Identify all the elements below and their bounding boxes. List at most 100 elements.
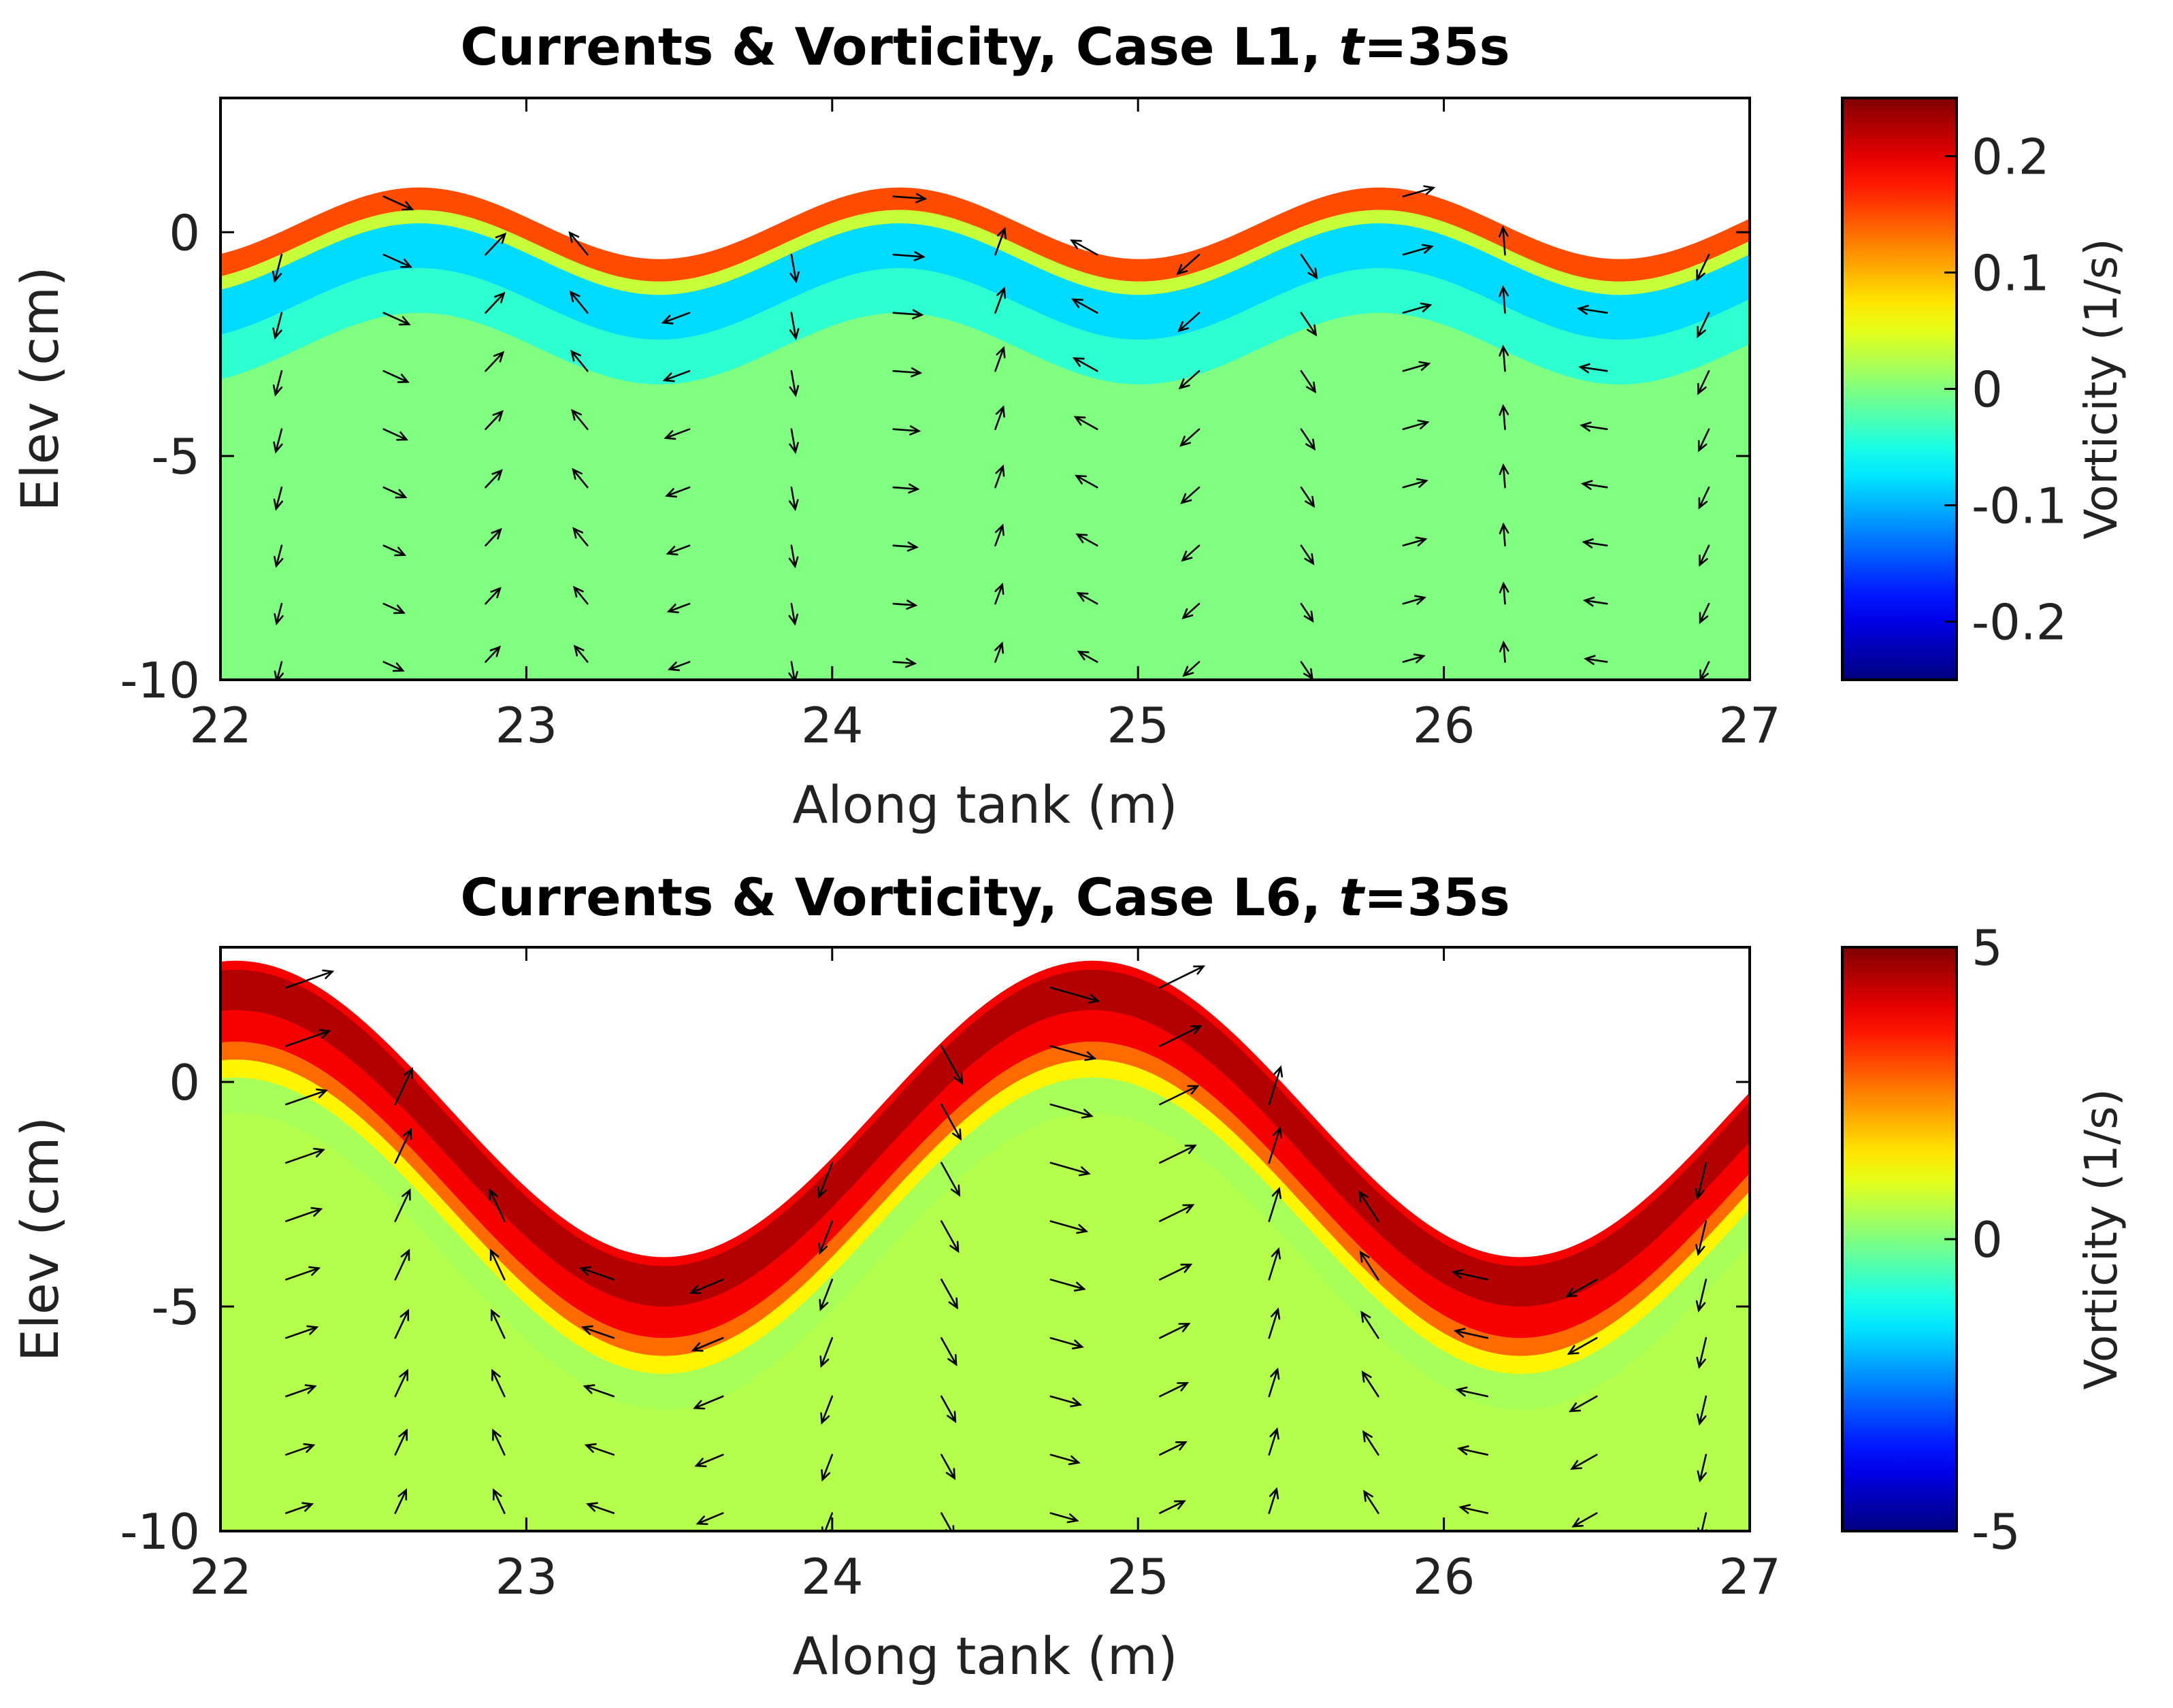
y-tick-label: 0 — [169, 204, 200, 261]
current-arrowhead — [396, 431, 409, 441]
current-arrow — [790, 544, 796, 568]
current-arrow — [382, 369, 409, 383]
current-arrow — [941, 1045, 963, 1084]
current-arrow — [382, 428, 408, 441]
current-arrow — [1701, 1512, 1708, 1531]
current-arrow — [892, 428, 920, 432]
current-arrow — [1049, 1512, 1078, 1522]
current-arrowhead — [950, 1184, 961, 1197]
current-arrow — [1078, 651, 1098, 663]
current-arrow — [1580, 424, 1608, 431]
current-arrow — [275, 486, 283, 510]
current-arrowhead — [693, 1400, 706, 1410]
air-region — [220, 947, 1750, 1255]
current-arrow — [1159, 965, 1205, 989]
x-axis-label: Along tank (m) — [792, 1626, 1177, 1686]
current-arrow — [994, 524, 1004, 547]
current-arrowhead — [661, 314, 674, 325]
current-arrowhead — [906, 541, 919, 552]
vorticity-field — [220, 947, 1750, 1531]
current-arrow — [284, 1030, 330, 1047]
current-arrow — [1300, 253, 1318, 279]
title-italic: t — [1339, 16, 1366, 77]
current-arrowhead — [1190, 1025, 1203, 1035]
current-arrowhead — [402, 1128, 412, 1140]
current-arrowhead — [1073, 1281, 1086, 1292]
current-arrow — [1583, 541, 1608, 547]
current-arrowhead — [789, 271, 800, 284]
current-arrowhead — [399, 1368, 408, 1381]
current-arrow — [1268, 1127, 1281, 1164]
current-arrow — [1579, 365, 1608, 372]
current-arrowhead — [1184, 1145, 1197, 1154]
current-arrow — [1159, 1441, 1187, 1456]
current-arrow — [1268, 1066, 1282, 1106]
current-arrow — [1181, 544, 1200, 561]
current-arrowhead — [1304, 553, 1315, 565]
current-arrow — [1454, 1330, 1489, 1339]
current-arrowhead — [951, 1128, 962, 1141]
current-arrow — [1699, 1454, 1708, 1481]
vorticity-band-peak — [220, 960, 1750, 1339]
current-arrow — [585, 1444, 615, 1456]
current-arrow — [941, 1512, 953, 1531]
current-arrowhead — [578, 1266, 591, 1276]
current-arrow — [1268, 1488, 1278, 1514]
current-arrow — [1698, 486, 1710, 509]
current-arrow — [572, 527, 589, 547]
current-arrowhead — [1181, 551, 1193, 562]
current-arrowhead — [1698, 497, 1708, 510]
current-arrowhead — [400, 1248, 410, 1261]
current-arrow — [892, 253, 925, 258]
title-italic: t — [1339, 867, 1366, 927]
current-arrow — [692, 1336, 724, 1351]
current-arrowhead — [994, 641, 1004, 654]
current-arrowhead — [572, 527, 583, 539]
current-arrow — [819, 1220, 834, 1254]
current-arrowhead — [1180, 493, 1192, 504]
current-arrowhead — [908, 483, 920, 494]
current-arrowhead — [1358, 1190, 1369, 1203]
current-arrowhead — [1582, 538, 1594, 548]
title-suffix: =35s — [1364, 867, 1510, 927]
current-arrowhead — [689, 1285, 702, 1294]
current-arrow — [1402, 596, 1426, 605]
vorticity-band-core — [220, 970, 1750, 1307]
current-arrowhead — [1362, 1430, 1373, 1443]
current-arrowhead — [1697, 1470, 1707, 1483]
current-arrow — [818, 1162, 834, 1198]
current-arrowhead — [1071, 298, 1083, 308]
current-arrowhead — [1499, 404, 1509, 416]
current-arrow — [1072, 298, 1098, 314]
current-arrow — [994, 228, 1006, 256]
current-arrow — [485, 470, 503, 489]
current-arrowhead — [1697, 326, 1706, 339]
current-arrowhead — [489, 645, 502, 657]
current-arrowhead — [1273, 1065, 1284, 1078]
colorbar-tick-label: 0.2 — [1972, 129, 2050, 186]
current-arrow — [666, 486, 691, 497]
current-arrowhead — [584, 1443, 597, 1453]
current-arrowhead — [788, 671, 798, 680]
y-axis-label: Elev (cm) — [10, 1117, 70, 1362]
current-arrow — [1049, 1220, 1088, 1232]
y-tick-label: 0 — [169, 1054, 200, 1111]
current-arrow — [941, 1336, 958, 1366]
vorticity-band-peak — [220, 187, 1750, 282]
current-arrowhead — [1271, 1247, 1281, 1260]
current-arrowhead — [821, 1469, 831, 1482]
current-arrow — [382, 486, 407, 499]
current-arrow — [489, 1249, 506, 1281]
current-arrow — [666, 544, 691, 555]
current-arrow — [1300, 369, 1316, 393]
x-tick-label: 22 — [189, 1548, 252, 1605]
current-arrow — [1502, 346, 1506, 372]
current-arrow — [1697, 369, 1710, 395]
current-arrowhead — [789, 384, 800, 397]
current-arrow — [790, 486, 796, 510]
current-arrow — [587, 1503, 615, 1514]
current-arrow — [668, 661, 691, 670]
current-arrowhead — [947, 1353, 958, 1366]
current-arrowhead — [1695, 1300, 1706, 1313]
